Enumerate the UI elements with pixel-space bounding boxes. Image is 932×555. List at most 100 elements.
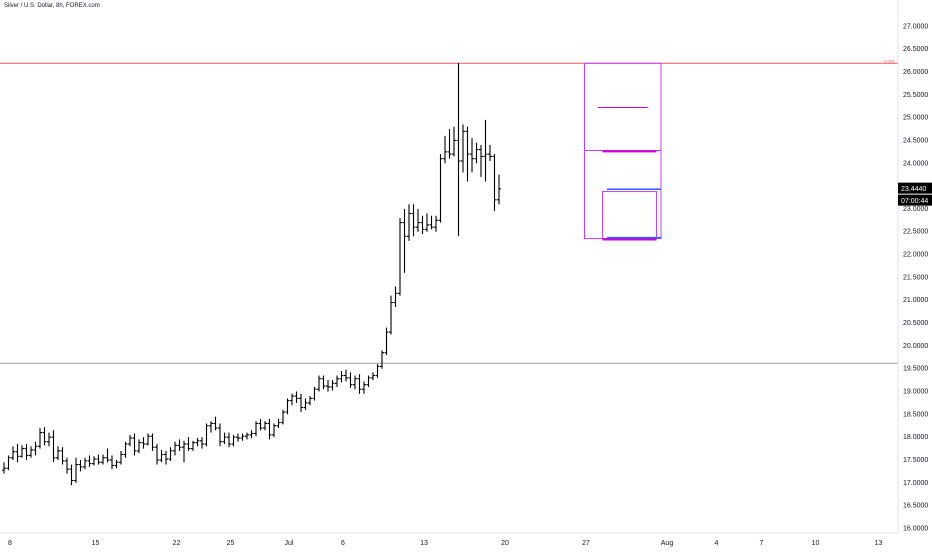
ohlc-bar[interactable] <box>474 142 479 164</box>
ohlc-bar[interactable] <box>312 386 317 401</box>
ohlc-bar[interactable] <box>272 423 276 438</box>
ohlc-bar[interactable] <box>281 409 285 425</box>
ohlc-bar[interactable] <box>402 208 407 273</box>
ohlc-bar[interactable] <box>42 427 47 446</box>
ohlc-bar[interactable] <box>47 432 51 447</box>
ohlc-bar[interactable] <box>182 440 186 463</box>
ohlc-bar[interactable] <box>168 447 173 461</box>
ohlc-bar[interactable] <box>123 441 128 458</box>
ohlc-bar[interactable] <box>114 459 119 469</box>
ohlc-bar[interactable] <box>447 129 452 159</box>
ohlc-bar[interactable] <box>2 462 6 474</box>
ohlc-bar[interactable] <box>299 393 303 413</box>
ohlc-bar[interactable] <box>119 450 123 465</box>
ohlc-bar[interactable] <box>384 327 389 355</box>
ohlc-bar[interactable] <box>137 439 141 454</box>
ohlc-bar[interactable] <box>483 119 488 182</box>
ohlc-bar[interactable] <box>362 381 366 394</box>
ohlc-bar[interactable] <box>285 398 290 415</box>
ohlc-bar[interactable] <box>200 437 204 449</box>
ohlc-bar[interactable] <box>407 204 411 241</box>
ohlc-bar[interactable] <box>254 421 258 437</box>
ohlc-bar[interactable] <box>11 446 15 460</box>
ohlc-bar[interactable] <box>465 126 470 182</box>
ohlc-bar[interactable] <box>456 62 461 237</box>
ohlc-bar[interactable] <box>411 204 416 237</box>
ohlc-bar[interactable] <box>380 350 384 369</box>
ohlc-bar[interactable] <box>141 437 146 449</box>
ohlc-bar[interactable] <box>492 154 497 212</box>
ohlc-bar[interactable] <box>245 432 249 440</box>
ohlc-bar[interactable] <box>267 418 272 440</box>
ohlc-bar[interactable] <box>434 215 438 232</box>
ohlc-bar[interactable] <box>452 126 456 157</box>
ohlc-bar[interactable] <box>249 430 254 439</box>
ohlc-bar[interactable] <box>231 434 236 447</box>
ohlc-bar[interactable] <box>393 286 398 308</box>
ohlc-bar[interactable] <box>146 433 150 446</box>
ohlc-bar[interactable] <box>227 432 231 448</box>
ohlc-bar[interactable] <box>87 455 92 467</box>
ohlc-bar[interactable] <box>429 215 434 230</box>
ohlc-bar[interactable] <box>92 456 96 466</box>
ohlc-bar[interactable] <box>33 441 38 456</box>
ohlc-bar[interactable] <box>173 441 177 456</box>
ohlc-bar[interactable] <box>438 154 443 223</box>
ohlc-bar[interactable] <box>425 213 429 232</box>
time-axis[interactable]: 8 15 22 25 Jul 6 13 20 27 Aug 4 7 10 13 <box>8 540 882 547</box>
ohlc-bar[interactable] <box>24 444 29 460</box>
ohlc-bar[interactable] <box>195 438 200 447</box>
ohlc-bar[interactable] <box>290 393 294 406</box>
ohlc-bar[interactable] <box>150 433 155 451</box>
ohlc-bar[interactable] <box>479 144 483 177</box>
ohlc-bar[interactable] <box>470 138 474 173</box>
ohlc-bar[interactable] <box>240 433 245 441</box>
ohlc-bar[interactable] <box>326 380 330 392</box>
ohlc-bar[interactable] <box>420 215 425 235</box>
ohlc-bar[interactable] <box>159 449 164 463</box>
ohlc-bar[interactable] <box>20 445 24 458</box>
ohlc-bar[interactable] <box>389 295 393 335</box>
ohlc-bar[interactable] <box>344 369 348 382</box>
ohlc-bar[interactable] <box>83 457 87 470</box>
ohlc-bar[interactable] <box>236 433 240 442</box>
ohlc-bar[interactable] <box>258 418 263 431</box>
ohlc-bar[interactable] <box>497 174 501 205</box>
ohlc-bar[interactable] <box>488 144 492 161</box>
ohlc-bar[interactable] <box>276 418 281 429</box>
ohlc-bar[interactable] <box>213 416 218 431</box>
ohlc-bar[interactable] <box>366 375 371 387</box>
ohlc-bar[interactable] <box>443 135 447 164</box>
ohlc-bar[interactable] <box>69 464 74 486</box>
ohlc-bar[interactable] <box>60 447 65 465</box>
ohlc-bar[interactable] <box>461 124 465 173</box>
ohlc-bar[interactable] <box>128 434 132 447</box>
ohlc-bar[interactable] <box>348 372 353 388</box>
ohlc-bar[interactable] <box>416 208 420 232</box>
ohlc-bar[interactable] <box>110 455 114 470</box>
ohlc-bar[interactable] <box>186 437 191 451</box>
ohlc-bar[interactable] <box>177 439 182 451</box>
ohlc-bar[interactable] <box>353 375 357 390</box>
ohlc-bar[interactable] <box>218 423 222 447</box>
ohlc-bar[interactable] <box>132 433 137 456</box>
ohlc-bar[interactable] <box>164 450 168 465</box>
ohlc-bar[interactable] <box>105 448 110 463</box>
ohlc-bar[interactable] <box>74 457 78 483</box>
ohlc-bar[interactable] <box>29 446 33 458</box>
ohlc-bar[interactable] <box>222 432 227 445</box>
ohlc-bar[interactable] <box>155 444 159 465</box>
ohlc-bar[interactable] <box>6 455 11 471</box>
ohlc-bar[interactable] <box>78 459 83 472</box>
ohlc-bar[interactable] <box>357 374 362 394</box>
ohlc-bar[interactable] <box>330 380 335 391</box>
ohlc-bar[interactable] <box>101 454 105 465</box>
ohlc-bar[interactable] <box>308 396 312 406</box>
ohlc-bar[interactable] <box>375 364 380 378</box>
ohlc-bar[interactable] <box>191 440 195 451</box>
ohlc-bar[interactable] <box>294 391 299 403</box>
ohlc-bar[interactable] <box>38 428 42 449</box>
ohlc-bar[interactable] <box>15 444 20 463</box>
